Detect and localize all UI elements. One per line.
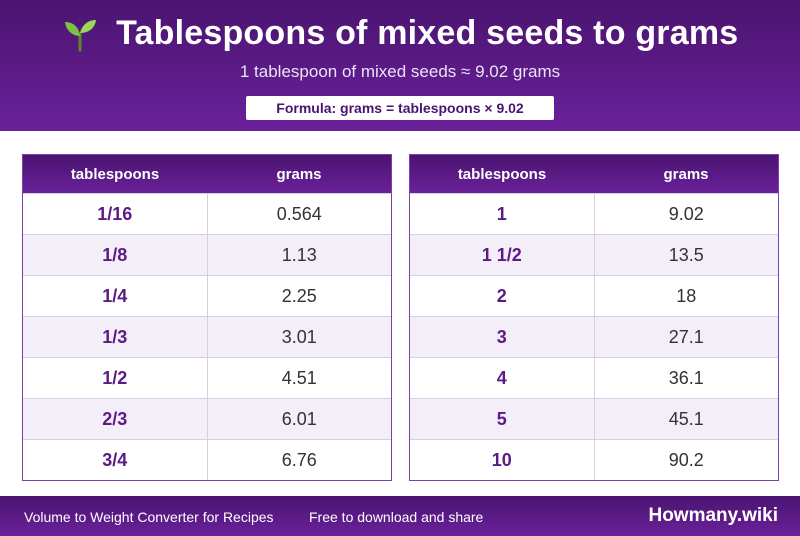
- table-row: 5 45.1: [410, 398, 778, 440]
- tablespoons-cell: 1/8: [23, 234, 208, 276]
- title-row: Tablespoons of mixed seeds to grams: [0, 14, 800, 58]
- tablespoons-cell: 3/4: [23, 439, 208, 480]
- sprout-icon: [64, 19, 96, 51]
- grams-cell: 9.02: [594, 193, 778, 235]
- grams-cell: 0.564: [207, 193, 391, 235]
- tablespoons-cell: 1: [410, 193, 595, 235]
- table-header-row: tablespoons grams: [23, 155, 391, 194]
- table-row: 2/3 6.01: [23, 398, 391, 440]
- table: tablespoons grams 1/16 0.564 1/8 1.13 1/4 2…: [23, 155, 391, 480]
- column-header-grams: grams: [207, 155, 391, 194]
- tablespoons-cell: 2/3: [23, 398, 208, 440]
- table-row: 1/4 2.25: [23, 275, 391, 317]
- grams-cell: 13.5: [594, 234, 778, 276]
- table-header-row: tablespoons grams: [410, 155, 778, 194]
- grams-cell: 45.1: [594, 398, 778, 440]
- page-title: Tablespoons of mixed seeds to grams: [116, 14, 739, 52]
- table-row: 3/4 6.76: [23, 439, 391, 480]
- tablespoons-cell: 1/2: [23, 357, 208, 399]
- subtitle: 1 tablespoon of mixed seeds ≈ 9.02 grams: [239, 62, 561, 81]
- column-header-grams: grams: [594, 155, 778, 194]
- tablespoons-cell: 1/3: [23, 316, 208, 358]
- grams-cell: 6.76: [207, 439, 391, 480]
- table-row: 1 1/2 13.5: [410, 234, 778, 276]
- table-row: 1/2 4.51: [23, 357, 391, 399]
- grams-cell: 3.01: [207, 316, 391, 358]
- tablespoons-cell: 10: [410, 439, 595, 480]
- grams-cell: 2.25: [207, 275, 391, 317]
- footer-converter-text: Volume to Weight Converter for Recipes: [24, 509, 274, 525]
- grams-cell: 27.1: [594, 316, 778, 358]
- grams-cell: 1.13: [207, 234, 391, 276]
- table-row: 2 18: [410, 275, 778, 317]
- tablespoons-cell: 1/4: [23, 275, 208, 317]
- grams-cell: 6.01: [207, 398, 391, 440]
- table-row: 1 9.02: [410, 193, 778, 235]
- tablespoons-cell: 1/16: [23, 193, 208, 235]
- grams-cell: 90.2: [594, 439, 778, 480]
- column-header-tablespoons: tablespoons: [23, 155, 207, 194]
- brand-logo-text: Howmany.wiki: [648, 505, 778, 526]
- table-row: 1/8 1.13: [23, 234, 391, 276]
- table-row: 3 27.1: [410, 316, 778, 358]
- grams-cell: 4.51: [207, 357, 391, 399]
- footer-note-text: Free to download and share: [309, 509, 484, 525]
- grams-cell: 36.1: [594, 357, 778, 399]
- tablespoons-cell: 1 1/2: [410, 234, 595, 276]
- table-row: 4 36.1: [410, 357, 778, 399]
- table-row: 10 90.2: [410, 439, 778, 480]
- table-row: 1/16 0.564: [23, 193, 391, 235]
- column-header-tablespoons: tablespoons: [410, 155, 594, 194]
- formula-badge: Formula: grams = tablespoons × 9.02: [246, 96, 554, 120]
- table-row: 1/3 3.01: [23, 316, 391, 358]
- tablespoons-cell: 4: [410, 357, 595, 399]
- conversion-table-left: tablespoons grams 1/16 0.564 1/8 1.13 1/4 2…: [22, 154, 392, 481]
- tablespoons-cell: 3: [410, 316, 595, 358]
- grams-cell: 18: [594, 275, 778, 317]
- header-banner: Tablespoons of mixed seeds to grams 1 ta…: [0, 0, 800, 131]
- tablespoons-cell: 2: [410, 275, 595, 317]
- footer-bar: Volume to Weight Converter for Recipes F…: [0, 496, 800, 536]
- tablespoons-cell: 5: [410, 398, 595, 440]
